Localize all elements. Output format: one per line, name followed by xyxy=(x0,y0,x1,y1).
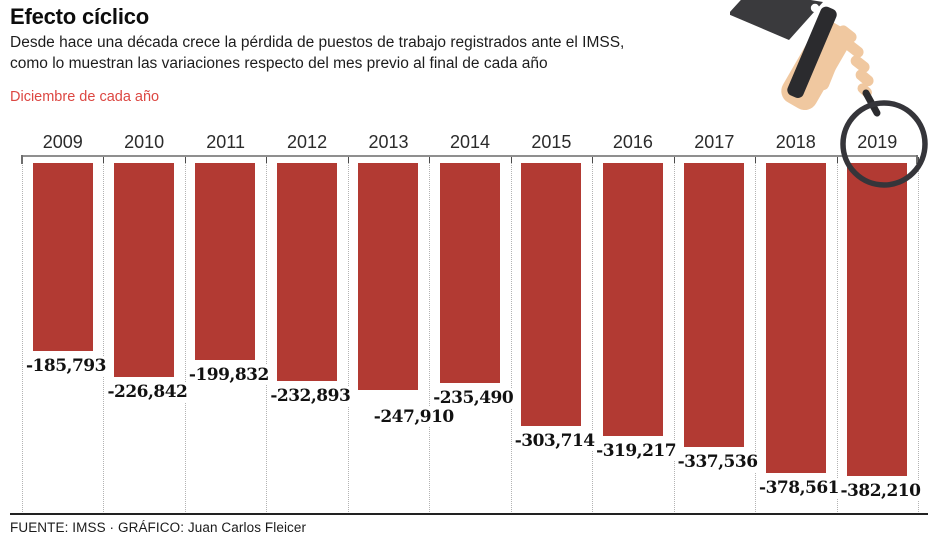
bar-2011 xyxy=(195,163,256,360)
handle-neck-icon xyxy=(862,89,881,117)
column-separator xyxy=(347,157,349,514)
axis-tick xyxy=(917,157,919,163)
year-label-2019: 2019 xyxy=(857,132,898,152)
bar-2010 xyxy=(113,163,174,377)
bar-2016 xyxy=(602,163,663,436)
axis-tick xyxy=(755,157,757,163)
column-separator xyxy=(592,157,594,514)
column-separator xyxy=(103,157,105,514)
chart-subtitle-line2: como lo muestran las variaciones respect… xyxy=(10,55,548,72)
axis-tick xyxy=(103,157,105,163)
year-label-2011: 2011 xyxy=(206,132,245,152)
value-label-2016: -319,217 xyxy=(595,441,678,461)
axis-tick xyxy=(266,157,268,163)
column-separator xyxy=(755,157,757,514)
column-separator xyxy=(22,157,23,514)
chart-subtitle-line1: Desde hace una década crece la pérdida d… xyxy=(10,34,625,51)
column-separator xyxy=(510,157,512,514)
year-label-2009: 2009 xyxy=(42,132,83,152)
year-label-2012: 2012 xyxy=(287,132,328,152)
axis-tick xyxy=(347,157,349,163)
value-label-2018: -378,561 xyxy=(758,478,840,498)
value-label-2017: -337,536 xyxy=(676,452,759,472)
axis-tick xyxy=(673,157,675,163)
column-separator xyxy=(429,157,431,514)
column-separator xyxy=(917,157,919,514)
axis-endcap-left xyxy=(21,155,23,164)
axis-tick xyxy=(184,157,186,163)
source-credit: FUENTE: IMSS · GRÁFICO: Juan Carlos Flei… xyxy=(10,520,307,535)
column-separator xyxy=(673,157,675,514)
magnifier-handle-icon xyxy=(787,6,837,98)
cuff-button-icon xyxy=(810,3,820,13)
year-label-2017: 2017 xyxy=(694,132,735,152)
axis-endcap-right xyxy=(916,155,918,164)
year-label-2015: 2015 xyxy=(531,132,572,152)
column-separator xyxy=(184,157,186,514)
year-label-2013: 2013 xyxy=(368,132,409,152)
value-label-2011: -199,832 xyxy=(187,365,270,385)
axis-tick xyxy=(592,157,594,163)
bar-2015 xyxy=(521,163,582,426)
zero-axis-line xyxy=(22,155,918,157)
magnifying-glass-illustration xyxy=(730,0,928,188)
bar-2017 xyxy=(684,163,745,447)
chart-subtitle: Desde hace una década crece la pérdida d… xyxy=(10,32,624,74)
bar-2018 xyxy=(765,163,826,473)
year-label-2018: 2018 xyxy=(775,132,816,152)
fingers-icon xyxy=(837,25,874,98)
series-note: Diciembre de cada año xyxy=(10,89,160,105)
value-label-2013: -247,910 xyxy=(372,407,455,427)
value-label-2012: -232,893 xyxy=(269,386,352,406)
value-label-2015: -303,714 xyxy=(513,431,596,451)
bar-2012 xyxy=(276,163,337,381)
value-label-2014: -235,490 xyxy=(432,388,515,408)
page-title: Efecto cíclico xyxy=(10,4,150,29)
bar-2009 xyxy=(32,163,93,351)
hand-icon xyxy=(781,20,851,111)
footer-rule xyxy=(10,513,928,515)
year-label-2014: 2014 xyxy=(449,132,490,152)
value-label-2009: -185,793 xyxy=(25,356,107,376)
year-label-2010: 2010 xyxy=(124,132,165,152)
value-label-2010: -226,842 xyxy=(106,382,189,402)
axis-tick xyxy=(836,157,838,163)
bar-2013 xyxy=(358,163,419,390)
sleeve-icon xyxy=(730,0,823,40)
bar-2019 xyxy=(847,163,907,476)
column-separator xyxy=(266,157,268,514)
value-label-2019: -382,210 xyxy=(839,481,922,501)
column-separator xyxy=(836,157,838,514)
bar-2014 xyxy=(439,163,500,383)
axis-tick xyxy=(510,157,512,163)
year-label-2016: 2016 xyxy=(612,132,653,152)
axis-tick xyxy=(429,157,431,163)
